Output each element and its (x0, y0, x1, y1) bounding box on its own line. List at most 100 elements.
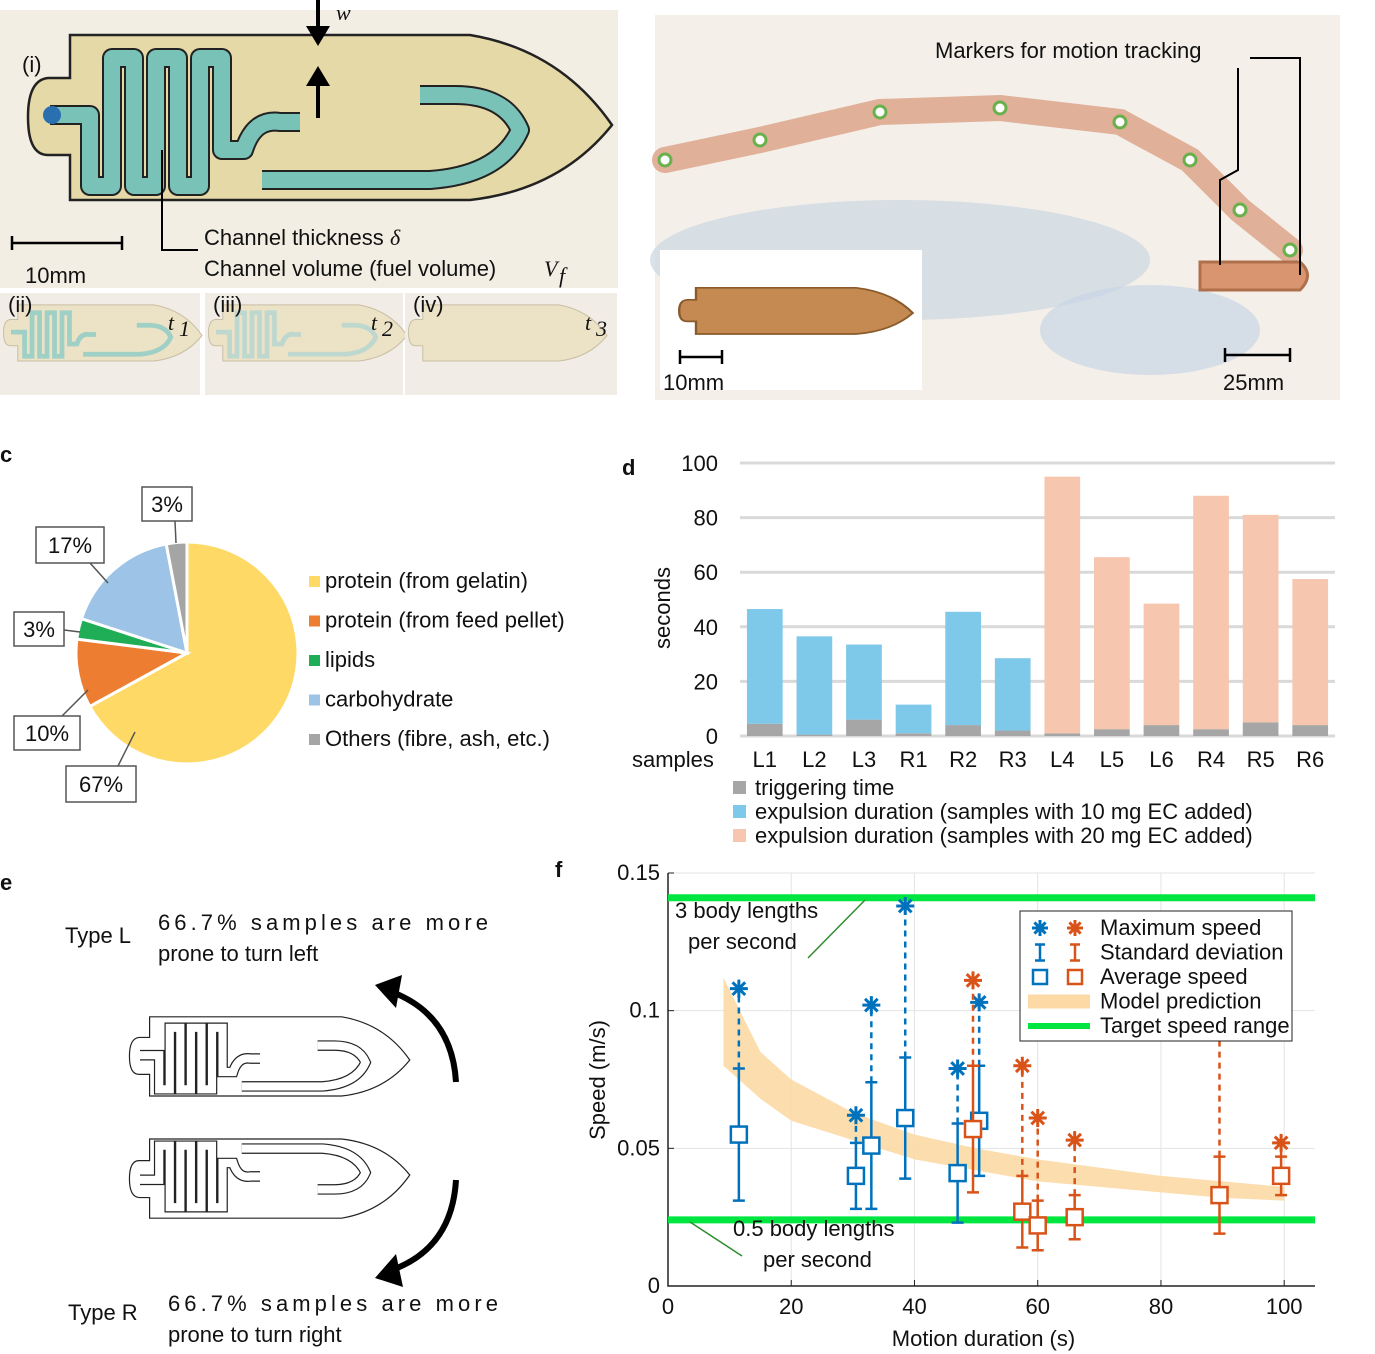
x-tick-label: 40 (902, 1294, 926, 1319)
scale-bar (678, 350, 724, 364)
x-tick-label: R5 (1247, 747, 1275, 772)
legend-swatch (309, 694, 320, 706)
bar-segment (994, 730, 1031, 736)
annotation: 3 body lengths (675, 898, 818, 923)
legend-label: Target speed range (1100, 1013, 1290, 1038)
panel-label: e (0, 870, 12, 895)
max-marker (964, 971, 983, 990)
annotation-line (807, 899, 866, 959)
callout-line (161, 150, 198, 251)
x-tick-label: 100 (1266, 1294, 1303, 1319)
average-marker (1065, 1207, 1084, 1227)
tracking-marker (1282, 242, 1298, 258)
bar-segment (1242, 514, 1279, 723)
symbol: w (336, 0, 351, 25)
bar-segment (1094, 729, 1130, 736)
data-label: 10% (25, 721, 69, 746)
x-tick-label: L3 (852, 747, 876, 772)
arrowhead (375, 975, 402, 1008)
tracking-marker (1182, 152, 1198, 168)
legend-icon (1066, 968, 1084, 986)
callout-line (1219, 68, 1239, 265)
robot-final (1198, 260, 1309, 292)
bar-segment (796, 636, 833, 735)
scale-bar (1223, 348, 1292, 362)
x-tick-label: L1 (753, 747, 777, 772)
tracking-marker (657, 152, 673, 168)
legend-box (1019, 910, 1293, 1042)
legend-swatch (733, 805, 746, 818)
description: 66.7% samples are more (158, 910, 488, 935)
tracking-marker (1112, 114, 1128, 130)
panel-label: c (0, 442, 12, 467)
y-axis-label: seconds (650, 567, 675, 649)
scale-label: 10mm (663, 370, 724, 395)
blur (1040, 285, 1260, 375)
device-faded (408, 304, 608, 362)
x-tick-label: R1 (899, 747, 927, 772)
callout-line (174, 520, 177, 544)
legend-label: expulsion duration (samples with 20 mg E… (755, 823, 1253, 848)
pie-slice (87, 540, 300, 766)
legend-icon (1028, 994, 1090, 1009)
average-marker (1028, 1216, 1047, 1235)
y-tick-label: 20 (694, 669, 718, 694)
symbol: δ (390, 225, 401, 250)
data-label: 3% (151, 492, 183, 517)
bar-segment (1044, 733, 1081, 736)
channel (140, 1141, 371, 1212)
panel-label: f (555, 857, 563, 882)
frame-label: (iv) (413, 292, 444, 317)
legend-icon (1067, 920, 1083, 936)
bar-segment (1094, 557, 1130, 730)
max-marker (948, 1059, 967, 1078)
tracking-marker (1232, 202, 1248, 218)
callout-text: Channel volume (fuel volume) (204, 256, 496, 281)
x-tick-label: R3 (999, 747, 1027, 772)
symbol: V (544, 256, 560, 281)
y-tick-label: 0.05 (617, 1135, 660, 1160)
bar-segment (1143, 725, 1180, 736)
subscript: f (559, 263, 568, 288)
symbol: t (168, 310, 175, 335)
legend-label: Model prediction (1100, 989, 1261, 1014)
average-marker (862, 1136, 881, 1155)
scale-bar (10, 236, 124, 250)
inset-device (678, 286, 915, 335)
callout-line (63, 629, 81, 633)
bar-segment (945, 611, 981, 726)
legend-label: lipids (325, 647, 375, 672)
max-marker (1065, 1131, 1084, 1150)
tracking-marker (872, 104, 888, 120)
channel (50, 50, 528, 194)
model-band (723, 977, 1285, 1201)
bar-segment (1242, 722, 1279, 736)
robot-chain (652, 94, 1303, 263)
x-tick-label: 0 (662, 1294, 674, 1319)
turn-arrow (390, 1179, 459, 1273)
bar-segment (994, 658, 1031, 731)
bar-segment (895, 704, 932, 734)
x-axis-label: samples (632, 747, 714, 772)
average-marker (1271, 1166, 1291, 1186)
frame-label: (ii) (8, 292, 32, 317)
legend-label: Average speed (1100, 964, 1248, 989)
legend-swatch (309, 655, 320, 666)
x-tick-label: L5 (1100, 747, 1124, 772)
max-marker (970, 993, 989, 1012)
subscript: 1 (179, 316, 190, 341)
max-marker (1272, 1133, 1291, 1152)
channel-faded (216, 310, 379, 359)
average-marker (729, 1125, 749, 1144)
scale-label: 25mm (1223, 370, 1284, 395)
arrowhead (375, 1254, 403, 1287)
legend-label: triggering time (755, 775, 894, 800)
legend-swatch (733, 829, 746, 842)
y-tick-label: 0.1 (629, 998, 660, 1023)
x-tick-label: R6 (1296, 747, 1324, 772)
x-tick-label: R4 (1197, 747, 1225, 772)
annotation-line (689, 1221, 743, 1257)
data-label: 17% (48, 533, 92, 558)
frame-label: (iii) (213, 292, 242, 317)
y-tick-label: 0.15 (617, 860, 660, 885)
